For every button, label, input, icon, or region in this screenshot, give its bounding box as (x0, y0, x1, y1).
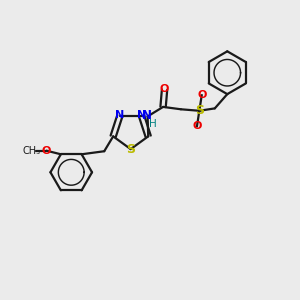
Text: O: O (197, 90, 206, 100)
Text: O: O (160, 84, 169, 94)
Text: N: N (137, 110, 147, 120)
Text: O: O (192, 121, 202, 131)
Text: S: S (126, 142, 135, 156)
Text: O: O (42, 146, 51, 156)
Text: CH₃: CH₃ (22, 146, 40, 156)
Text: S: S (195, 104, 204, 117)
Text: N: N (115, 110, 124, 120)
Text: H: H (149, 118, 157, 128)
Text: N: N (142, 109, 152, 122)
